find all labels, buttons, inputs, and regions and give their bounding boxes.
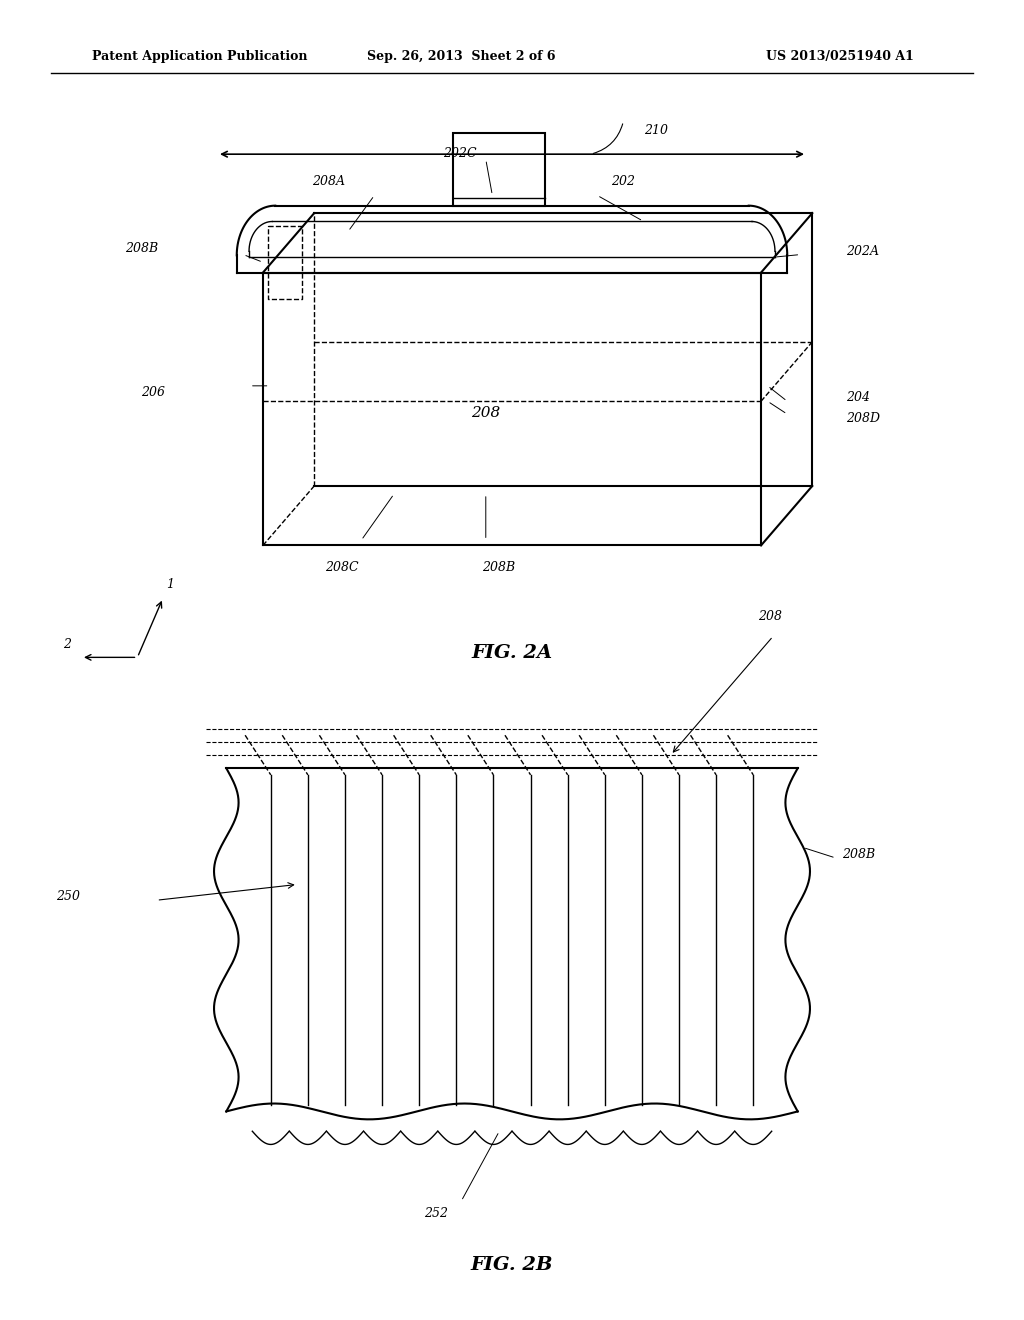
Text: 208B: 208B bbox=[125, 242, 158, 255]
Text: 208: 208 bbox=[758, 610, 781, 623]
Text: 208B: 208B bbox=[482, 561, 515, 574]
Text: 202A: 202A bbox=[846, 244, 880, 257]
Text: 252: 252 bbox=[424, 1206, 447, 1220]
Text: FIG. 2B: FIG. 2B bbox=[471, 1255, 553, 1274]
Text: US 2013/0251940 A1: US 2013/0251940 A1 bbox=[766, 50, 913, 63]
Text: 208C: 208C bbox=[325, 561, 358, 574]
Text: 204: 204 bbox=[846, 391, 870, 404]
Text: 202: 202 bbox=[611, 176, 636, 187]
Text: 250: 250 bbox=[56, 890, 80, 903]
Text: 208: 208 bbox=[471, 405, 501, 420]
Text: FIG. 2A: FIG. 2A bbox=[471, 644, 553, 663]
Text: 210: 210 bbox=[644, 124, 669, 137]
Text: 202C: 202C bbox=[442, 147, 476, 160]
Text: 206: 206 bbox=[140, 387, 165, 399]
Text: Sep. 26, 2013  Sheet 2 of 6: Sep. 26, 2013 Sheet 2 of 6 bbox=[367, 50, 555, 63]
Text: 208B: 208B bbox=[842, 847, 876, 861]
Text: 2: 2 bbox=[62, 638, 71, 651]
Text: 208A: 208A bbox=[312, 176, 345, 187]
Text: 208D: 208D bbox=[846, 412, 881, 425]
Text: Patent Application Publication: Patent Application Publication bbox=[92, 50, 307, 63]
Text: 1: 1 bbox=[166, 578, 174, 591]
